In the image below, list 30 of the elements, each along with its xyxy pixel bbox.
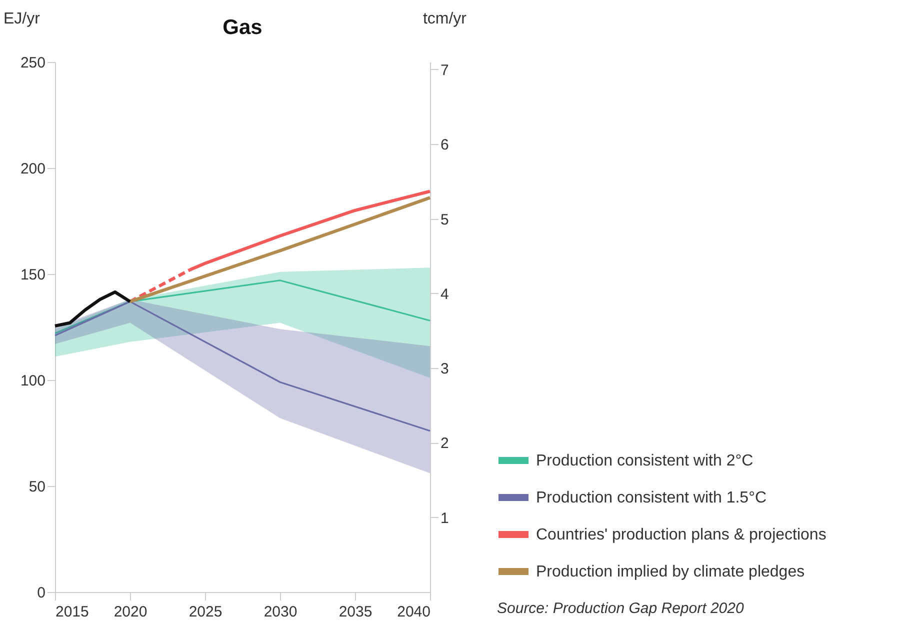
y-tick-label: 200 [20, 160, 46, 178]
legend-label: Production implied by climate pledges [536, 564, 805, 580]
x-tick-label: 2015 [56, 604, 89, 620]
y2-tick-label: 6 [440, 136, 449, 154]
y-tick-label: 100 [20, 372, 46, 390]
y-axis-title: EJ/yr [4, 10, 41, 28]
y2-tick-label: 4 [440, 286, 449, 303]
line-series [53, 290, 132, 328]
x-tick-label: 2020 [114, 604, 148, 620]
y2-tick-label: 2 [440, 435, 449, 452]
legend-label: Countries' production plans & projections [536, 526, 826, 544]
x-tick-label: 2025 [188, 604, 222, 620]
source-note: Source: Production Gap Report 2020 [497, 600, 744, 617]
y2-tick-label: 7 [440, 62, 449, 79]
y2-tick-label: 5 [440, 211, 449, 228]
y-tick-label: 50 [28, 478, 46, 496]
y-tick-label: 150 [20, 266, 46, 284]
x-tick-label: 2030 [264, 604, 298, 620]
y2-tick-label: 3 [440, 360, 449, 378]
line-series [54, 280, 431, 334]
line-series [54, 300, 431, 432]
legend-label: Production consistent with 2°C [536, 452, 754, 470]
y-tick-label: 250 [20, 54, 46, 72]
legend-label: Production consistent with 1.5°C [536, 490, 767, 506]
chart-title: Gas [222, 16, 262, 39]
y2-axis-title: tcm/yr [422, 10, 468, 28]
y-tick-label: 0 [37, 584, 46, 602]
x-tick-label: 2035 [338, 604, 372, 620]
x-tick-label: 2040 [397, 604, 430, 620]
y2-tick-label: 1 [440, 510, 449, 527]
